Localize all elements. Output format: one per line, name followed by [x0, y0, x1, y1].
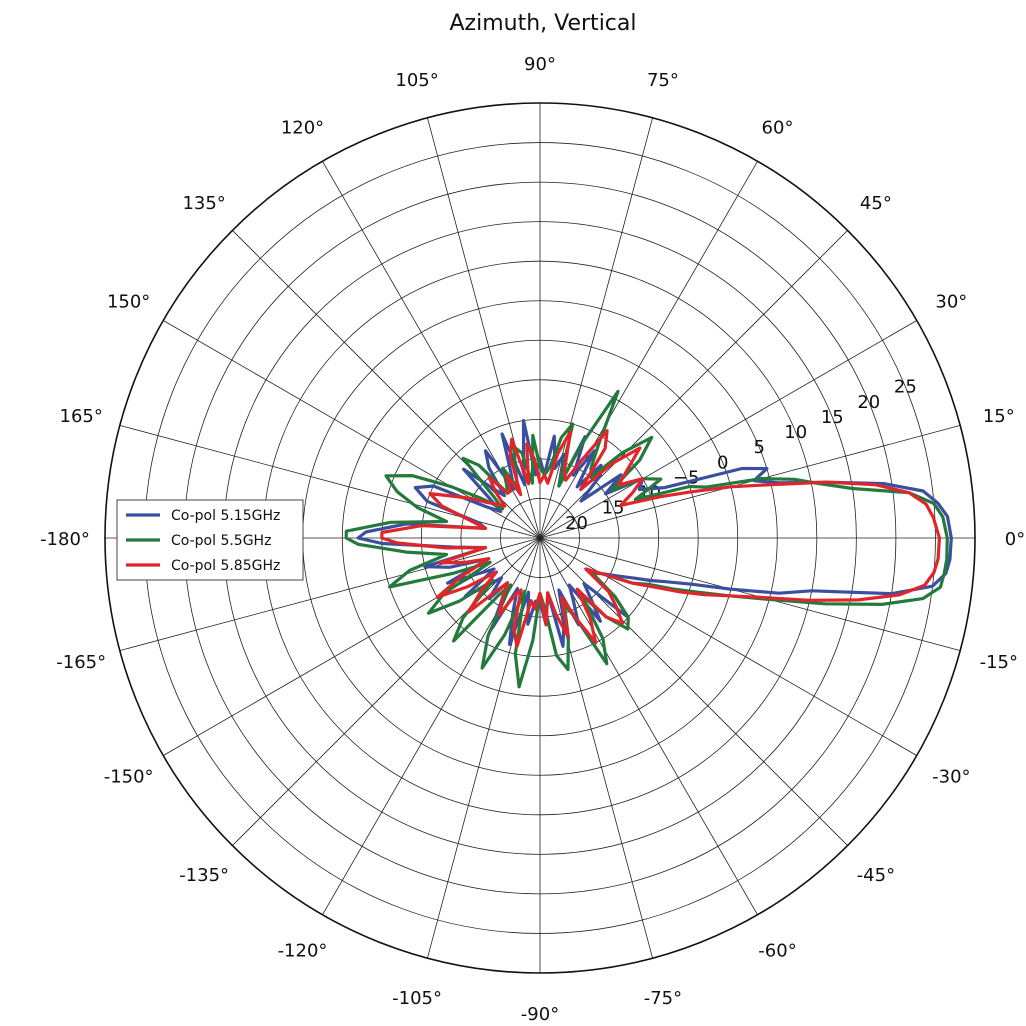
series-line-0	[356, 418, 953, 648]
angular-gridline-4	[539, 161, 758, 539]
angle-tick-label: 30°	[935, 292, 967, 313]
series-line-2	[380, 429, 941, 648]
angle-tick-label: 15°	[983, 406, 1015, 427]
angular-gridline-13	[119, 537, 541, 651]
chart-title: Azimuth, Vertical	[450, 11, 637, 36]
angular-gridline-20	[539, 537, 758, 915]
angular-gridline-9	[232, 230, 541, 539]
radial-tick-label: 25	[894, 377, 917, 398]
angle-tick-label: 75°	[647, 70, 679, 91]
series-layer	[344, 389, 953, 689]
angle-tick-label: 60°	[762, 118, 794, 139]
angle-tick-label: 120°	[281, 118, 324, 139]
angular-gridline-5	[539, 117, 653, 539]
angle-tick-label: -135°	[179, 865, 229, 886]
radial-tick-label: 15	[821, 407, 844, 428]
angle-tick-label: 0°	[1005, 529, 1025, 550]
angle-tick-label: -60°	[758, 940, 796, 961]
legend-label: Co-pol 5.5GHz	[171, 533, 271, 549]
angle-tick-label: -30°	[932, 767, 970, 788]
angle-tick-label: -180°	[40, 529, 90, 550]
angle-tick-label: 45°	[860, 193, 892, 214]
angle-tick-label: -45°	[857, 865, 895, 886]
radial-tick-label: 20	[565, 513, 588, 534]
legend-label: Co-pol 5.85GHz	[171, 558, 280, 574]
radial-tick-label: 0	[717, 452, 728, 473]
angle-tick-labels: 0° 15° 30° 45° 60° 75° 90° 105° 120° 135° 150° 165°…	[40, 54, 1025, 1025]
angle-tick-label: -165°	[56, 652, 106, 673]
angle-tick-label: -90°	[521, 1004, 559, 1025]
angle-tick-label: 105°	[395, 70, 438, 91]
outer-circle	[104, 102, 976, 974]
angle-tick-label: 90°	[524, 54, 556, 75]
legend-label: Co-pol 5.15GHz	[171, 508, 280, 524]
angle-tick-label: -120°	[278, 940, 328, 961]
angular-gridline-15	[232, 537, 541, 846]
radial-tick-label: 15	[602, 498, 625, 519]
series-line-1	[344, 389, 949, 689]
angle-tick-label: -75°	[644, 988, 682, 1009]
angular-gridline-19	[539, 537, 653, 959]
radial-tick-label: 10	[784, 422, 807, 443]
angle-tick-label: -105°	[392, 988, 442, 1009]
angle-tick-label: -150°	[104, 767, 154, 788]
angle-tick-label: 165°	[60, 406, 103, 427]
radial-tick-label: 5	[753, 437, 764, 458]
angular-gridline-2	[539, 320, 917, 539]
angle-tick-label: -15°	[980, 652, 1018, 673]
radial-tick-label: 20	[857, 392, 880, 413]
angle-tick-label: 135°	[182, 193, 225, 214]
angular-gridline-23	[539, 537, 961, 651]
angle-tick-label: 150°	[107, 292, 150, 313]
legend: Co-pol 5.15GHz Co-pol 5.5GHz Co-pol 5.85GH…	[116, 499, 304, 581]
